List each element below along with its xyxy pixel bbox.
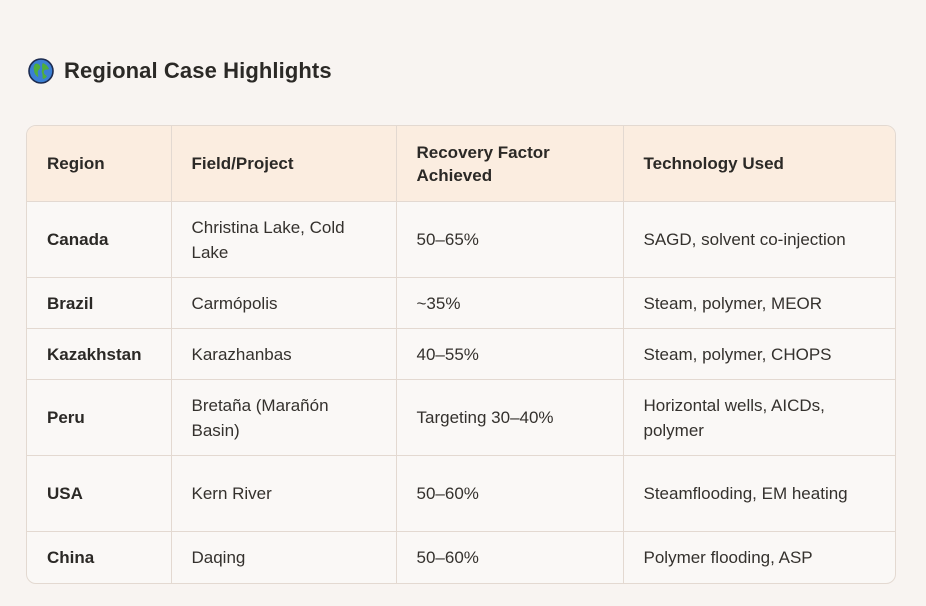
field-cell: Christina Lake, Cold Lake — [171, 201, 397, 278]
field-cell: Karazhanbas — [171, 328, 397, 380]
table-row: Canada Christina Lake, Cold Lake 50–65% … — [27, 201, 895, 278]
table-header-row: Region Field/Project Recovery Factor Ach… — [27, 126, 895, 202]
technology-cell: Steam, polymer, MEOR — [623, 277, 895, 329]
field-cell: Bretaña (Marañón Basin) — [171, 379, 397, 456]
field-cell: Kern River — [171, 455, 397, 532]
region-cell: Brazil — [27, 277, 172, 329]
region-cell: Canada — [27, 201, 172, 278]
technology-cell: Horizontal wells, AICDs, polymer — [623, 379, 895, 456]
region-cell: China — [27, 531, 172, 583]
table-row: Kazakhstan Karazhanbas 40–55% Steam, pol… — [27, 328, 895, 380]
technology-cell: SAGD, solvent co-injection — [623, 201, 895, 278]
column-header-technology: Technology Used — [623, 126, 895, 202]
table-row: USA Kern River 50–60% Steamflooding, EM … — [27, 455, 895, 532]
field-cell: Daqing — [171, 531, 397, 583]
recovery-cell: 50–60% — [396, 531, 624, 583]
page-title: Regional Case Highlights — [64, 58, 332, 83]
region-cell: Kazakhstan — [27, 328, 172, 380]
case-highlights-table: Region Field/Project Recovery Factor Ach… — [26, 125, 896, 584]
recovery-cell: 50–65% — [396, 201, 624, 278]
column-header-recovery: Recovery Factor Achieved — [396, 126, 624, 202]
region-cell: Peru — [27, 379, 172, 456]
section-heading: Regional Case Highlights — [28, 58, 332, 84]
field-cell: Carmópolis — [171, 277, 397, 329]
column-header-region: Region — [27, 126, 172, 202]
technology-cell: Steamflooding, EM heating — [623, 455, 895, 532]
recovery-cell: 50–60% — [396, 455, 624, 532]
recovery-cell: ~35% — [396, 277, 624, 329]
technology-cell: Steam, polymer, CHOPS — [623, 328, 895, 380]
recovery-cell: Targeting 30–40% — [396, 379, 624, 456]
table-row: China Daqing 50–60% Polymer flooding, AS… — [27, 531, 895, 583]
globe-icon — [28, 58, 54, 84]
table-row: Peru Bretaña (Marañón Basin) Targeting 3… — [27, 379, 895, 456]
table-row: Brazil Carmópolis ~35% Steam, polymer, M… — [27, 277, 895, 329]
technology-cell: Polymer flooding, ASP — [643, 547, 813, 567]
recovery-cell: 40–55% — [396, 328, 624, 380]
column-header-field: Field/Project — [171, 126, 397, 202]
region-cell: USA — [27, 455, 172, 532]
